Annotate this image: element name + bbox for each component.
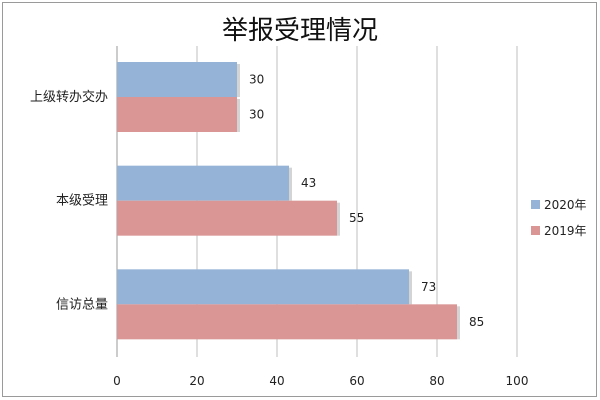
category-label: 本级受理 xyxy=(56,194,108,209)
legend-swatch xyxy=(531,226,540,235)
bar-shadow xyxy=(337,202,340,236)
data-label: 73 xyxy=(421,280,436,294)
bar xyxy=(117,165,289,201)
legend-label: 2019年 xyxy=(544,224,587,238)
x-tick-label: 100 xyxy=(506,374,529,388)
bars xyxy=(117,62,460,340)
bar-shadow xyxy=(289,167,292,201)
x-tick-label: 80 xyxy=(429,374,444,388)
bar-shadow xyxy=(237,99,240,132)
x-tick-labels: 0 20 40 60 80 100 xyxy=(113,374,528,388)
category-label: 信访总量 xyxy=(56,297,108,312)
x-tick-label: 0 xyxy=(113,374,121,388)
bar xyxy=(117,97,237,132)
data-label: 30 xyxy=(249,73,264,87)
bar-shadow xyxy=(237,64,240,97)
x-tick-label: 60 xyxy=(349,374,364,388)
category-label: 上级转办交办 xyxy=(30,89,108,105)
bar-shadow xyxy=(409,271,412,305)
bar xyxy=(117,304,457,340)
data-label: 43 xyxy=(301,176,316,190)
bar xyxy=(117,200,337,236)
legend-label: 2020年 xyxy=(544,198,587,212)
x-tick-label: 40 xyxy=(269,374,284,388)
chart-title: 举报受理情况 xyxy=(221,16,378,46)
bar xyxy=(117,62,237,97)
bar-shadow xyxy=(457,306,460,340)
data-label: 30 xyxy=(249,108,264,122)
legend: 2020年 2019年 xyxy=(531,198,587,238)
value-labels: 30 30 43 55 73 85 xyxy=(249,73,484,329)
x-tick-label: 20 xyxy=(189,374,204,388)
legend-swatch xyxy=(531,200,540,209)
bar xyxy=(117,269,409,305)
data-label: 85 xyxy=(469,315,484,329)
data-label: 55 xyxy=(349,211,364,225)
